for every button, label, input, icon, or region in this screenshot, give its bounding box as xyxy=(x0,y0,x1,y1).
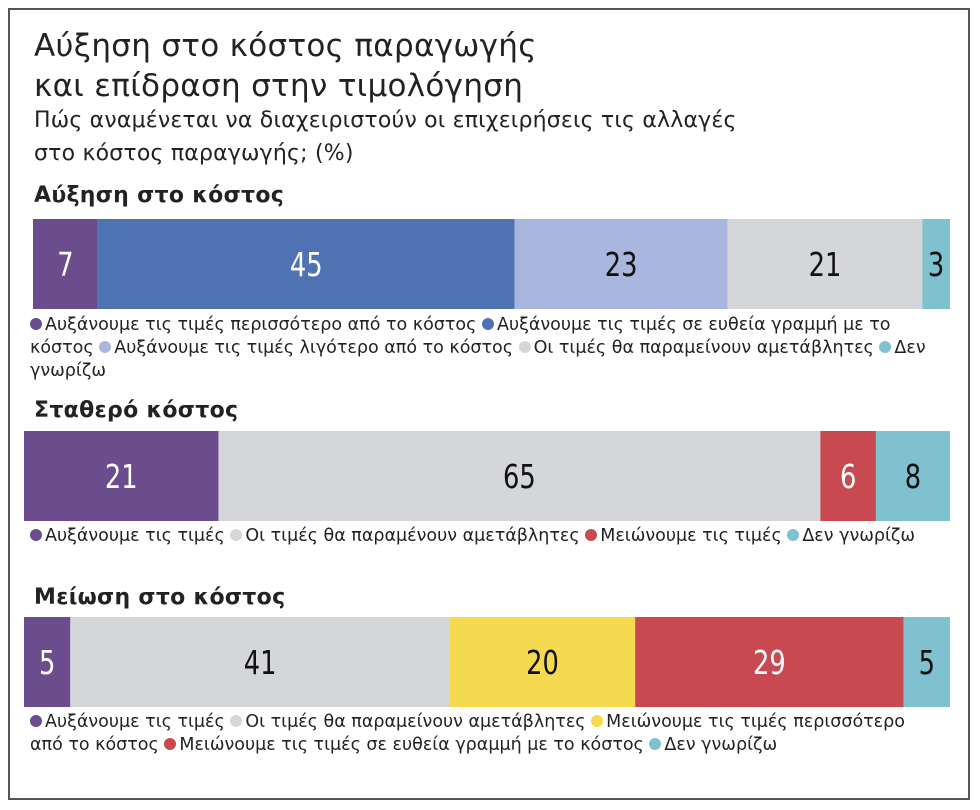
section-title-increase: Αύξηση στο κόστος xyxy=(34,183,285,208)
legend-dot-icon xyxy=(787,529,800,541)
legend-item: Οι τιμές θα παραμείνουν αμετάβλητες xyxy=(230,712,586,732)
legend-stable: Αυξάνουμε τις τιμές Οι τιμές θα παραμένο… xyxy=(30,525,930,548)
bar-value-label: 5 xyxy=(919,644,935,682)
chart-title: Αύξηση στο κόστος παραγωγής και επίδραση… xyxy=(34,26,537,106)
legend-dot-icon xyxy=(30,318,42,330)
legend-item: Αυξάνουμε τις τιμές xyxy=(30,526,225,546)
legend-dot-icon xyxy=(591,715,604,727)
bar-segment xyxy=(903,617,950,707)
legend-item: Δεν γνωρίζω xyxy=(649,735,777,755)
stacked-bar-stable: 21 65 6 8 xyxy=(24,431,950,521)
legend-dot-icon xyxy=(164,738,177,750)
legend-item: Οι τιμές θα παραμένουν αμετάβλητες xyxy=(230,526,580,546)
legend-dot-icon xyxy=(879,341,892,353)
bar-segment xyxy=(635,617,904,707)
bar-value-label: 65 xyxy=(503,458,536,496)
legend-item: Αυξάνουμε τις τιμές περισσότερο από το κ… xyxy=(30,315,476,335)
bar-segment xyxy=(922,219,950,309)
legend-decrease: Αυξάνουμε τις τιμές Οι τιμές θα παραμείν… xyxy=(30,711,930,757)
bar-segment xyxy=(820,431,876,521)
bar-value-label: 21 xyxy=(105,458,138,496)
legend-label: Αυξάνουμε τις τιμές xyxy=(45,712,225,732)
legend-label: Δεν γνωρίζω xyxy=(30,338,926,381)
bar-value-label: 23 xyxy=(605,246,638,284)
bar-segment xyxy=(24,431,219,521)
bar-segment xyxy=(97,219,515,309)
legend-item: Αυξάνουμε τις τιμές xyxy=(30,712,225,732)
bar-segment xyxy=(218,431,821,521)
bar-segment xyxy=(875,431,950,521)
legend-label: Αυξάνουμε τις τιμές σε ευθεία γραμμή με … xyxy=(30,315,891,358)
legend-dot-icon xyxy=(30,715,42,727)
chart-subtitle: Πώς αναμένεται να διαχειριστούν οι επιχε… xyxy=(34,104,737,170)
legend-label: Μειώνουμε τις τιμές σε ευθεία γραμμή με … xyxy=(179,735,644,755)
subtitle-line-1: Πώς αναμένεται να διαχειριστούν οι επιχε… xyxy=(34,108,737,133)
bar-value-label: 7 xyxy=(57,246,73,284)
legend-increase: Αυξάνουμε τις τιμές περισσότερο από το κ… xyxy=(30,314,930,383)
legend-item: Δεν γνωρίζω xyxy=(787,526,915,546)
bar-segment xyxy=(514,219,728,309)
legend-dot-icon xyxy=(99,341,112,353)
legend-dot-icon xyxy=(30,529,42,541)
legend-item: Δεν γνωρίζω xyxy=(30,338,926,381)
bar-value-label: 41 xyxy=(244,644,277,682)
bar-value-label: 3 xyxy=(928,246,944,284)
legend-dot-icon xyxy=(585,529,598,541)
legend-item: Αυξάνουμε τις τιμές λιγότερο από το κόστ… xyxy=(99,338,513,358)
legend-label: Αυξάνουμε τις τιμές περισσότερο από το κ… xyxy=(45,315,477,335)
subtitle-line-2: στο κόστος παραγωγής; (%) xyxy=(34,141,354,166)
legend-item: Μειώνουμε τις τιμές xyxy=(585,526,782,546)
legend-label: Αυξάνουμε τις τιμές xyxy=(45,526,225,546)
legend-item: Αυξάνουμε τις τιμές σε ευθεία γραμμή με … xyxy=(30,315,891,358)
legend-dot-icon xyxy=(230,529,243,541)
legend-item: Οι τιμές θα παραμείνουν αμετάβλητες xyxy=(518,338,874,358)
bar-segment xyxy=(24,617,71,707)
section-title-decrease: Μείωση στο κόστος xyxy=(34,585,286,610)
bar-value-label: 8 xyxy=(905,458,921,496)
title-line-2: και επίδραση στην τιμολόγηση xyxy=(34,68,524,104)
bar-segment xyxy=(33,219,98,309)
bar-value-label: 21 xyxy=(809,246,842,284)
stacked-bar-increase: 7 45 23 21 3 xyxy=(33,219,950,309)
legend-label: Μειώνουμε τις τιμές περισσότερο από το κ… xyxy=(30,712,905,755)
bar-segment xyxy=(70,617,450,707)
legend-label: Οι τιμές θα παραμένουν αμετάβλητες xyxy=(245,526,580,546)
bar-value-label: 5 xyxy=(39,644,55,682)
legend-label: Μειώνουμε τις τιμές xyxy=(600,526,782,546)
section-title-stable: Σταθερό κόστος xyxy=(34,398,239,423)
legend-dot-icon xyxy=(230,715,243,727)
stacked-bar-decrease: 5 41 20 29 5 xyxy=(24,617,950,707)
legend-item: Μειώνουμε τις τιμές περισσότερο από το κ… xyxy=(30,712,905,755)
legend-label: Δεν γνωρίζω xyxy=(664,735,778,755)
legend-label: Αυξάνουμε τις τιμές λιγότερο από το κόστ… xyxy=(114,338,514,358)
bar-value-label: 45 xyxy=(290,246,323,284)
bar-segment xyxy=(449,617,636,707)
legend-label: Οι τιμές θα παραμείνουν αμετάβλητες xyxy=(533,338,874,358)
legend-label: Δεν γνωρίζω xyxy=(802,526,916,546)
title-line-1: Αύξηση στο κόστος παραγωγής xyxy=(34,28,537,64)
bar-value-label: 6 xyxy=(840,458,856,496)
legend-item: Μειώνουμε τις τιμές σε ευθεία γραμμή με … xyxy=(164,735,644,755)
legend-label: Οι τιμές θα παραμείνουν αμετάβλητες xyxy=(245,712,586,732)
legend-dot-icon xyxy=(481,318,494,330)
bar-value-label: 29 xyxy=(753,644,786,682)
bar-segment xyxy=(727,219,923,309)
legend-dot-icon xyxy=(649,738,662,750)
legend-dot-icon xyxy=(518,341,531,353)
bar-value-label: 20 xyxy=(526,644,559,682)
